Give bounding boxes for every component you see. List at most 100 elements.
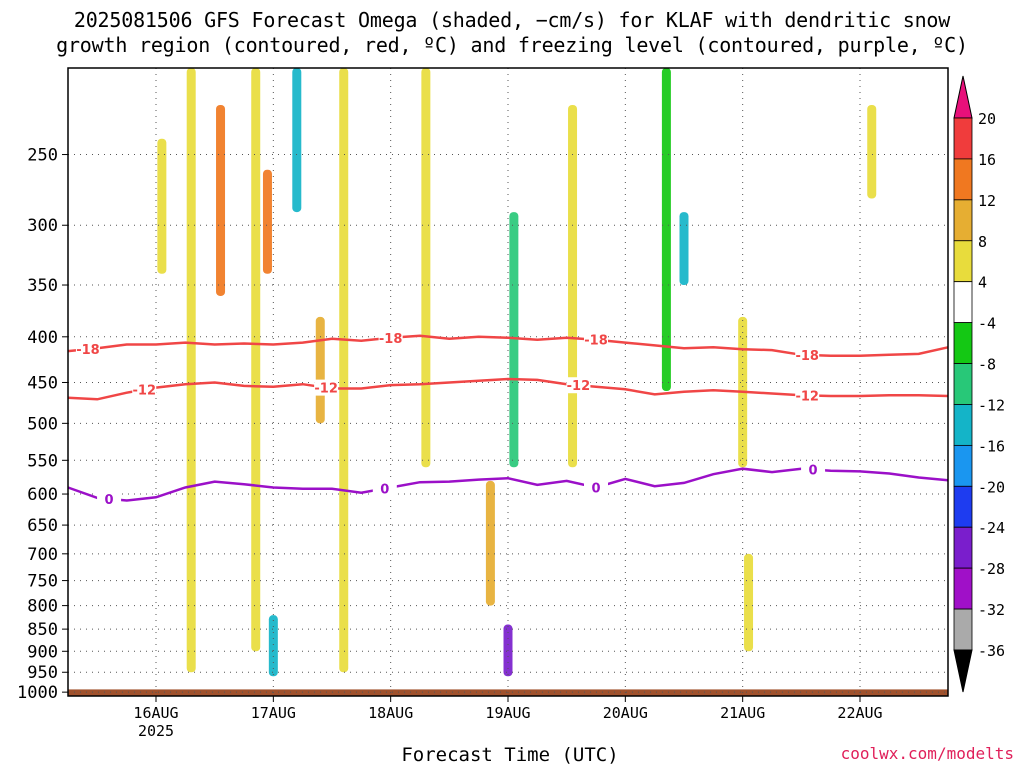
colorbar-label: -28 <box>978 560 1005 578</box>
colorbar-bottom-arrow <box>953 649 973 693</box>
colorbar-label: 12 <box>978 192 996 210</box>
colorbar-label: -4 <box>978 315 996 333</box>
contour-label--12: -12 <box>314 382 338 397</box>
y-tick-label: 900 <box>27 642 58 662</box>
contour-label-bg <box>801 461 826 478</box>
colorbar-segment-0 <box>953 117 973 160</box>
contour-label--18: -18 <box>76 343 100 358</box>
colorbar-segment-10 <box>953 526 973 569</box>
contour-label-bg <box>97 490 122 507</box>
colorbar-segment-2 <box>953 199 973 242</box>
x-tick-label: 16AUG <box>133 704 178 722</box>
contour-label-bg <box>132 381 157 398</box>
omega-feature-14 <box>661 68 671 392</box>
omega-feature-6 <box>315 316 325 424</box>
y-tick-label: 450 <box>27 373 58 393</box>
x-tick-label: 19AUG <box>485 704 530 722</box>
contour-label--18: -18 <box>795 349 819 364</box>
omega-feature-3 <box>251 68 261 652</box>
colorbar-top-arrow <box>953 75 973 119</box>
y-tick-label: 350 <box>27 276 58 296</box>
colorbar-label: -20 <box>978 478 1005 496</box>
colorbar-label: 4 <box>978 274 987 292</box>
y-tick-label: 750 <box>27 572 58 592</box>
colorbar-segment-3 <box>953 240 973 283</box>
contour-label-0: 0 <box>105 493 114 508</box>
x-tick-label: 18AUG <box>368 704 413 722</box>
contour-label--18: -18 <box>379 332 403 347</box>
omega-feature-5 <box>292 68 302 213</box>
omega-feature-2 <box>216 104 226 296</box>
colorbar-segment-12 <box>953 608 973 651</box>
contour-label-bg <box>566 377 591 394</box>
chart-title-line-2: growth region (contoured, red, ºC) and f… <box>56 33 968 57</box>
colorbar-label: 20 <box>978 110 996 128</box>
colorbar-segment-11 <box>953 567 973 610</box>
x-tick-label: 17AUG <box>251 704 296 722</box>
credit-text: coolwx.com/modelts <box>840 744 1014 763</box>
y-tick-label: 650 <box>27 516 58 536</box>
omega-feature-18 <box>867 104 877 199</box>
colorbar-segment-9 <box>953 485 973 528</box>
y-tick-label: 600 <box>27 485 58 505</box>
omega-feature-0 <box>157 138 167 274</box>
contour-label-bg <box>314 379 339 396</box>
colorbar-segment-6 <box>953 363 973 405</box>
contour-label-0: 0 <box>809 463 818 478</box>
colorbar-label: -16 <box>978 437 1005 455</box>
omega-feature-10 <box>509 212 519 468</box>
omega-feature-1 <box>186 68 196 673</box>
contour-label-bg <box>795 346 820 363</box>
colorbar-label: -8 <box>978 356 996 374</box>
y-tick-label: 950 <box>27 663 58 683</box>
contours: -18 -18 -18 -18 -12 -12 -12 -12 0 0 0 0 <box>67 329 949 508</box>
colorbar-label: 8 <box>978 233 987 251</box>
omega-feature-8 <box>421 68 431 468</box>
colorbar-segment-7 <box>953 404 973 446</box>
omega-feature-7 <box>339 68 349 673</box>
omega-shading <box>157 68 877 677</box>
omega-feature-13 <box>568 104 578 468</box>
colorbar-segment-1 <box>953 158 973 201</box>
y-tick-label: 550 <box>27 451 58 471</box>
contour-label-bg <box>75 341 100 358</box>
omega-feature-12 <box>268 615 278 677</box>
omega-feature-9 <box>485 480 495 606</box>
y-tick-label: 400 <box>27 328 58 348</box>
contour-label--12: -12 <box>567 379 591 394</box>
y-tick-labels: 2503003504004505005506006507007508008509… <box>17 146 68 703</box>
y-tick-label: 800 <box>27 597 58 617</box>
colorbar-label: -32 <box>978 601 1005 619</box>
colorbar: 20 16 12 8 4 -4 -8 -12 -16 -20 -24 -28 -32 -36 <box>953 75 1005 693</box>
x-axis-title: Forecast Time (UTC) <box>401 744 619 766</box>
omega-feature-4 <box>262 169 272 274</box>
contour-label--12: -12 <box>133 384 157 399</box>
x-tick-label: 20AUG <box>603 704 648 722</box>
x-tick-label: 21AUG <box>720 704 765 722</box>
y-tick-label: 700 <box>27 545 58 565</box>
contour-label-0: 0 <box>380 483 389 498</box>
contour-label--12: -12 <box>795 389 819 404</box>
x-tick-labels: 16AUG 17AUG 18AUG 19AUG 20AUG 21AUG 22AUG 2025 <box>133 696 883 740</box>
contour-label-bg <box>584 331 608 348</box>
colorbar-segment-8 <box>953 444 973 487</box>
omega-feature-17 <box>744 553 754 652</box>
colorbar-label: -36 <box>978 642 1005 660</box>
chart-title-line-1: 2025081506 GFS Forecast Omega (shaded, −… <box>73 8 951 32</box>
colorbar-label: 16 <box>978 151 996 169</box>
y-tick-label: 850 <box>27 620 58 640</box>
contour-label-bg <box>372 480 397 497</box>
y-tick-label: 300 <box>27 216 58 236</box>
x-year-label: 2025 <box>138 722 174 740</box>
x-tick-label: 22AUG <box>837 704 882 722</box>
contour-label--18: -18 <box>584 334 608 349</box>
colorbar-segment-5 <box>953 322 973 364</box>
colorbar-segment-4 <box>953 281 973 324</box>
contour-label-bg <box>795 387 820 404</box>
y-tick-label: 1000 <box>17 683 58 703</box>
colorbar-label: -12 <box>978 396 1005 414</box>
y-tick-label: 500 <box>27 414 58 434</box>
omega-feature-15 <box>679 212 689 286</box>
y-tick-label: 250 <box>27 146 58 166</box>
